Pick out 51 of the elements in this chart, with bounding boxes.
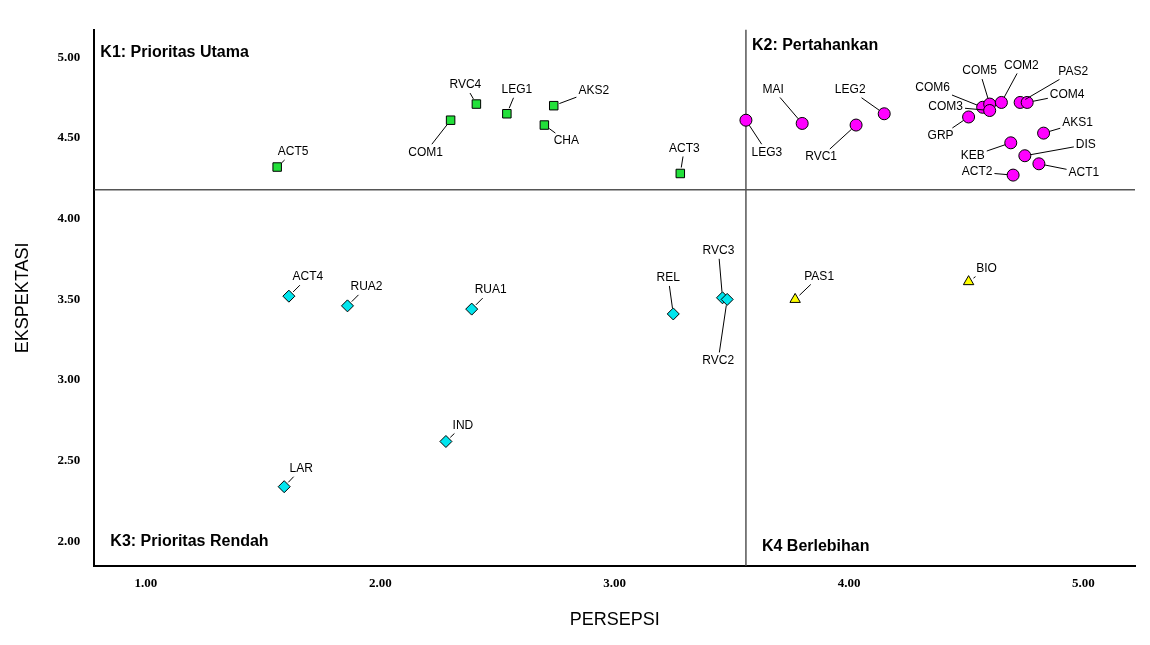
y-tick-label: 2.00 bbox=[57, 532, 81, 548]
annotation: K1: Prioritas Utama bbox=[100, 43, 249, 61]
y-axis-title: EKSPEKTASI bbox=[11, 242, 32, 354]
x-tick-label: 2.00 bbox=[368, 574, 392, 590]
annotation: K3: Prioritas Rendah bbox=[110, 532, 269, 550]
annotation: RVC2 bbox=[702, 352, 735, 367]
annotation: DIS bbox=[1075, 137, 1096, 152]
annotation: RVC4 bbox=[449, 77, 482, 92]
annotation: COM4 bbox=[1049, 86, 1085, 101]
annotation: COM3 bbox=[928, 98, 964, 113]
annotation: COM5 bbox=[962, 63, 998, 78]
annotation: COM2 bbox=[1004, 57, 1040, 72]
annotation: RVC1 bbox=[805, 149, 838, 164]
y-tick-label: 4.50 bbox=[57, 129, 81, 145]
annotation: AKS2 bbox=[578, 82, 610, 97]
annotation: LEG3 bbox=[751, 144, 783, 159]
annotation: BIO bbox=[976, 260, 997, 275]
annotation: ACT2 bbox=[961, 164, 993, 179]
x-tick-label: 1.00 bbox=[134, 574, 158, 590]
annotation: GRP bbox=[927, 128, 954, 143]
x-tick-label: 4.00 bbox=[837, 574, 861, 590]
y-tick-label: 3.50 bbox=[57, 290, 81, 306]
annotation: PAS1 bbox=[804, 268, 835, 283]
annotation: K2: Pertahankan bbox=[751, 36, 879, 54]
annotation: K4 Berlebihan bbox=[761, 537, 870, 555]
annotation: COM1 bbox=[408, 144, 444, 159]
annotation: ACT5 bbox=[277, 144, 309, 159]
annotation: REL bbox=[656, 270, 681, 285]
annotation: LAR bbox=[289, 461, 314, 475]
annotation: RUA1 bbox=[474, 282, 508, 297]
annotation: RVC3 bbox=[702, 243, 735, 258]
annotation: COM6 bbox=[915, 79, 951, 94]
y-tick-label: 3.00 bbox=[57, 371, 81, 387]
annotation: KEB bbox=[960, 148, 985, 163]
x-tick-label: 3.00 bbox=[603, 574, 627, 590]
annotation: LEG1 bbox=[501, 82, 533, 97]
y-tick-label: 2.50 bbox=[57, 452, 81, 468]
annotation: ACT3 bbox=[668, 140, 700, 155]
y-tick-label: 5.00 bbox=[57, 48, 81, 64]
annotation: PAS2 bbox=[1058, 63, 1089, 78]
annotation: MAI bbox=[762, 81, 784, 96]
annotation: IND bbox=[452, 417, 474, 432]
annotation: ACT1 bbox=[1068, 165, 1100, 180]
y-tick-label: 4.00 bbox=[57, 210, 81, 226]
annotation: ACT4 bbox=[292, 269, 324, 284]
annotation: CHA bbox=[553, 133, 580, 148]
x-axis-title: PERSEPSI bbox=[569, 609, 660, 630]
annotation: RUA2 bbox=[350, 279, 383, 294]
x-tick-label: 5.00 bbox=[1072, 574, 1095, 590]
annotation: LEG2 bbox=[834, 82, 866, 97]
annotation: AKS1 bbox=[1062, 115, 1094, 130]
